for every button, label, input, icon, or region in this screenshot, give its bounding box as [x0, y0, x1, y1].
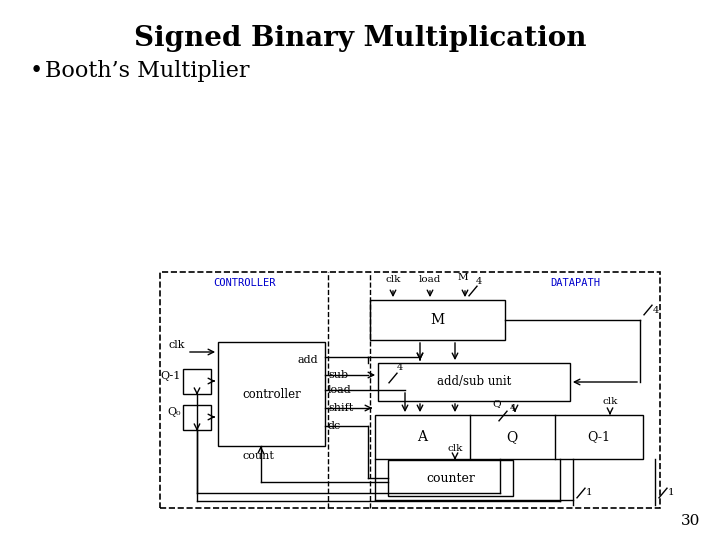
- Text: 4: 4: [510, 404, 516, 413]
- Bar: [388, 460, 513, 496]
- Text: Booth’s Multiplier: Booth’s Multiplier: [45, 60, 250, 82]
- Text: M: M: [458, 273, 468, 282]
- Text: Signed Binary Multiplication: Signed Binary Multiplication: [134, 25, 586, 52]
- Bar: [378, 363, 570, 401]
- Bar: [375, 415, 643, 459]
- Text: M: M: [431, 313, 444, 327]
- Text: Q: Q: [506, 430, 518, 444]
- Text: sub: sub: [328, 370, 348, 380]
- Text: counter: counter: [426, 471, 475, 484]
- Bar: [183, 405, 211, 430]
- Text: DATAPATH: DATAPATH: [550, 278, 600, 288]
- Bar: [160, 272, 660, 508]
- Text: clk: clk: [447, 444, 463, 453]
- Text: Q: Q: [492, 399, 501, 408]
- Text: 4: 4: [653, 306, 659, 315]
- Text: load: load: [419, 275, 441, 284]
- Text: clk: clk: [385, 275, 401, 284]
- Text: dc: dc: [328, 421, 341, 431]
- Bar: [183, 369, 211, 394]
- Bar: [218, 342, 325, 446]
- Text: 1: 1: [585, 488, 593, 497]
- Text: Q-1: Q-1: [161, 371, 181, 381]
- Text: controller: controller: [242, 388, 301, 401]
- Text: CONTROLLER: CONTROLLER: [214, 278, 276, 288]
- Text: clk: clk: [168, 340, 185, 350]
- Text: A: A: [417, 430, 427, 444]
- Text: clk: clk: [603, 397, 618, 406]
- Bar: [370, 300, 505, 340]
- Text: Q-1: Q-1: [588, 430, 611, 443]
- Text: 30: 30: [680, 514, 700, 528]
- Text: load: load: [328, 385, 352, 395]
- Text: •: •: [30, 60, 43, 82]
- Text: add: add: [297, 355, 318, 365]
- Text: 4: 4: [397, 363, 403, 372]
- Text: 1: 1: [667, 488, 675, 497]
- Text: Q₀: Q₀: [168, 407, 181, 417]
- Text: 4: 4: [476, 277, 482, 286]
- Text: shift: shift: [328, 403, 354, 413]
- Text: count: count: [242, 451, 274, 461]
- Text: add/sub unit: add/sub unit: [437, 375, 511, 388]
